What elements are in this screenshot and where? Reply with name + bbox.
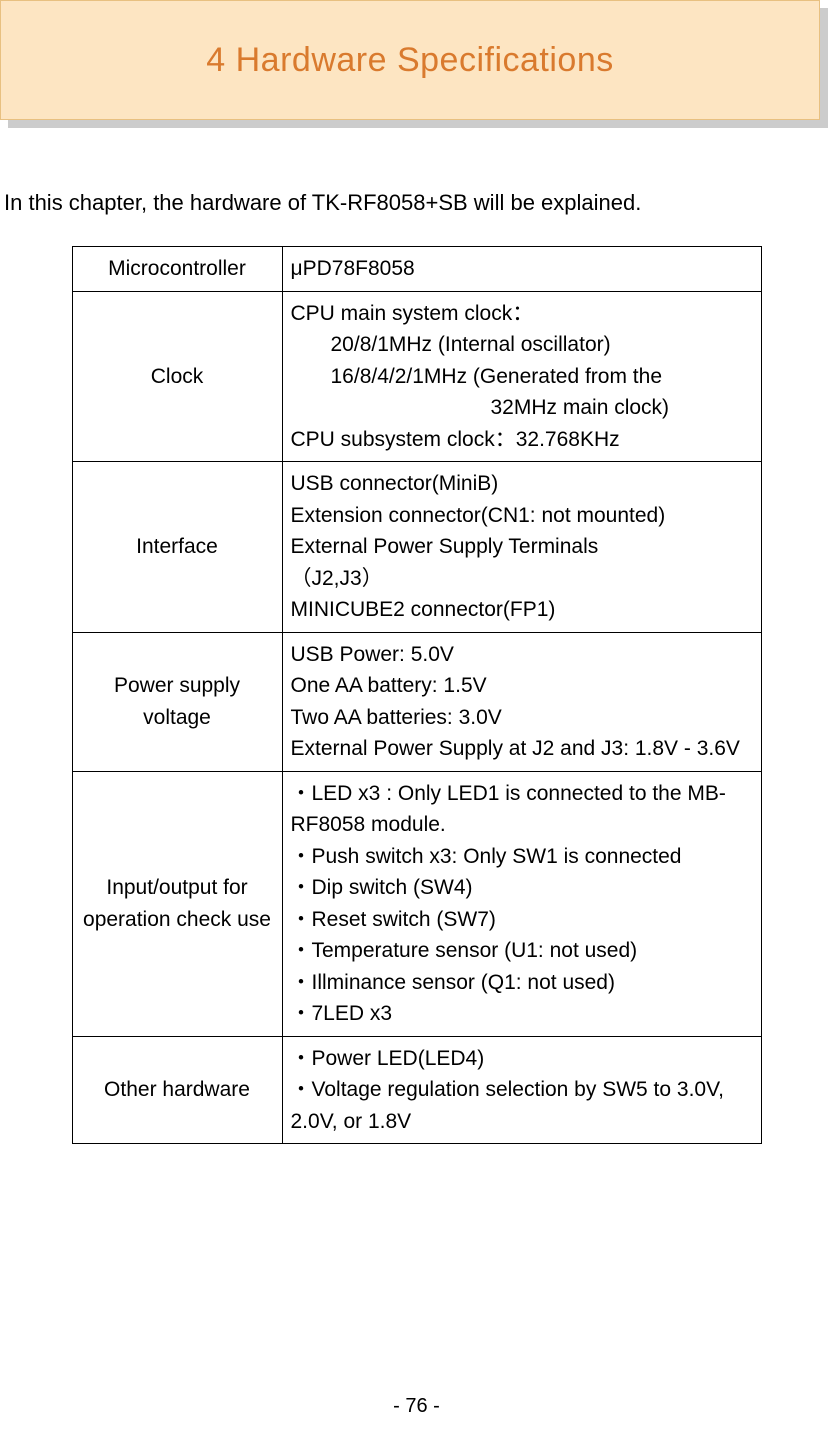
spec-value-line: 20/8/1MHz (Internal oscillator) xyxy=(291,329,751,361)
spec-value-line: Extension connector(CN1: not mounted) xyxy=(291,500,751,532)
spec-value-line: （J2,J3） xyxy=(291,563,751,595)
spec-value: ・LED x3 : Only LED1 is connected to the … xyxy=(282,771,761,1036)
spec-label: Other hardware xyxy=(72,1036,282,1144)
spec-label: Power supply voltage xyxy=(72,632,282,771)
spec-value-line: MINICUBE2 connector(FP1) xyxy=(291,594,751,626)
spec-label: Input/output for operation check use xyxy=(72,771,282,1036)
spec-value-line: CPU subsystem clock：32.768KHz xyxy=(291,424,751,456)
spec-value-line: CPU main system clock： xyxy=(291,298,751,330)
spec-value-line: ・Power LED(LED4) xyxy=(291,1043,751,1075)
table-row: Input/output for operation check use・LED… xyxy=(72,771,761,1036)
spec-value-line: One AA battery: 1.5V xyxy=(291,670,751,702)
spec-value-line: ・7LED x3 xyxy=(291,998,751,1030)
table-row: Microcontroller μPD78F8058 xyxy=(72,247,761,292)
spec-value-line: ・Push switch x3: Only SW1 is connected xyxy=(291,841,751,873)
spec-value-line: External Power Supply Terminals xyxy=(291,531,751,563)
spec-value-line: ・Reset switch (SW7) xyxy=(291,904,751,936)
spec-label: Interface xyxy=(72,462,282,633)
table-row: Other hardware・Power LED(LED4)・Voltage r… xyxy=(72,1036,761,1144)
spec-value: μPD78F8058 xyxy=(282,247,761,292)
spec-label: Clock xyxy=(72,291,282,462)
spec-value-line: USB Power: 5.0V xyxy=(291,639,751,671)
chapter-title: 4 Hardware Specifications xyxy=(206,41,613,80)
spec-value-line: ・Dip switch (SW4) xyxy=(291,872,751,904)
chapter-header: 4 Hardware Specifications xyxy=(0,0,833,130)
spec-table: MicrocontrollerμPD78F8058ClockCPU main s… xyxy=(72,246,762,1144)
spec-value: USB connector(MiniB)Extension connector(… xyxy=(282,462,761,633)
spec-label: Microcontroller xyxy=(72,247,282,292)
intro-text: In this chapter, the hardware of TK-RF80… xyxy=(0,190,833,216)
spec-value: CPU main system clock：20/8/1MHz (Interna… xyxy=(282,291,761,462)
spec-value-line: ・Illminance sensor (Q1: not used) xyxy=(291,967,751,999)
spec-value-line: External Power Supply at J2 and J3: 1.8V… xyxy=(291,733,751,765)
header-box: 4 Hardware Specifications xyxy=(0,0,820,120)
table-row: ClockCPU main system clock：20/8/1MHz (In… xyxy=(72,291,761,462)
table-row: Power supply voltageUSB Power: 5.0VOne A… xyxy=(72,632,761,771)
page-number: - 76 - xyxy=(0,1395,833,1418)
spec-value-line: μPD78F8058 xyxy=(291,253,751,285)
spec-value: ・Power LED(LED4)・Voltage regulation sele… xyxy=(282,1036,761,1144)
spec-value-line: 16/8/4/2/1MHz (Generated from the xyxy=(291,361,751,393)
table-row: InterfaceUSB connector(MiniB)Extension c… xyxy=(72,462,761,633)
spec-value-line: 32MHz main clock) xyxy=(291,392,751,424)
spec-value-line: ・Voltage regulation selection by SW5 to … xyxy=(291,1074,751,1137)
spec-value-line: Two AA batteries: 3.0V xyxy=(291,702,751,734)
spec-value-line: ・Temperature sensor (U1: not used) xyxy=(291,935,751,967)
spec-value: USB Power: 5.0VOne AA battery: 1.5VTwo A… xyxy=(282,632,761,771)
spec-value-line: USB connector(MiniB) xyxy=(291,468,751,500)
spec-value-line: ・LED x3 : Only LED1 is connected to the … xyxy=(291,778,751,841)
